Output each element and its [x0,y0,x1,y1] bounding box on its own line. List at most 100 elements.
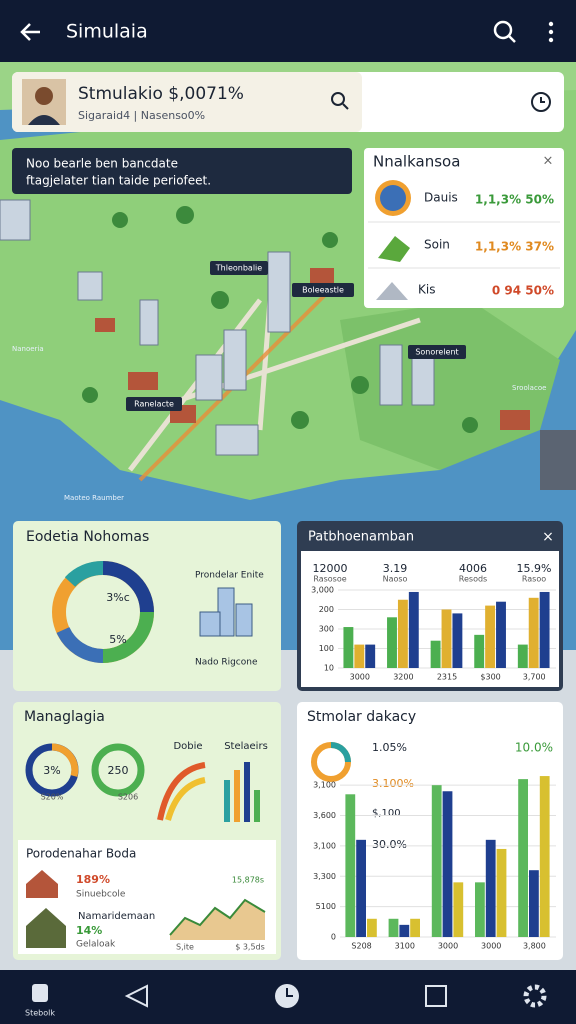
bar [496,601,506,668]
row-value: 189% [76,873,110,886]
x-tick-label: $300 [480,673,500,682]
bar [367,918,377,937]
y-tick-label: 0 [331,933,336,942]
search-icon[interactable] [331,92,349,110]
back-button[interactable] [20,23,40,41]
bar [442,791,453,937]
stat: 1.05% [372,741,407,754]
stat: 10.0% [515,741,553,755]
nav-recent[interactable] [425,985,447,1007]
row-label: Gelaloak [76,940,116,950]
donut-label: 3%c [106,591,130,604]
bar [517,644,528,668]
bar [474,634,485,668]
donut [91,743,145,797]
stat-label: Rasoo [522,575,546,584]
y-tick-label: 3,100 [313,781,336,790]
mini-bars [224,762,260,822]
nav-label: Stebolk [25,1009,55,1018]
row-icon [380,185,406,211]
map-label: Sroolacoe [512,384,546,392]
card-title: Managlagia [24,709,105,725]
app-bar [0,0,576,62]
donut [330,742,351,763]
bar [453,882,464,937]
spark-label: $ 3,5ds [235,943,265,952]
y-tick-label: 10 [324,664,334,673]
map-label: Boleeastle [302,286,344,295]
y-tick-label: 100 [319,644,334,653]
bar [518,779,528,937]
spark-label: S,ite [176,943,194,952]
y-tick-label: 200 [319,605,334,614]
row-label: Soin [424,238,450,252]
stat-label: Rasosoe [313,575,346,584]
card-title: Stmolar dakacy [307,709,416,725]
notice-text: ftagjelater tian taide periofeet. [26,174,211,188]
bar [452,613,463,668]
bar [365,644,376,668]
map-tag: Boleeastle [292,283,354,297]
icon [157,762,206,821]
bar [431,785,442,937]
card-title: Eodetia Nohomas [26,529,149,545]
map-tag: Sonorelent [408,345,466,359]
nav-back[interactable] [124,984,148,1008]
map-label: Sonorelent [415,348,458,357]
x-tick-label: 3,800 [523,942,546,951]
bar [528,597,539,668]
house-icon [26,908,66,948]
bridge [540,430,576,490]
donut-label: 250 [108,764,129,777]
row-icon [376,282,408,300]
buildings [0,199,435,456]
search-button[interactable] [493,20,516,43]
side-label: Stelaeirs [224,741,268,752]
bar [397,599,408,668]
house-icon [26,870,58,898]
bar [387,617,397,668]
bar [529,870,539,937]
row-value: 14% [76,924,102,937]
map-tag: Thleonbalie [210,261,268,275]
x-tick-label: S208 [351,942,371,951]
close-button[interactable]: × [543,154,554,169]
card-title: Stmulakio $,0071% [78,84,244,104]
map-label: Ranelacte [134,400,174,409]
search-field[interactable] [12,72,362,132]
y-tick-label: 3,000 [311,586,334,595]
card-subtitle: Sigaraid4 | Nasenso0% [78,109,205,122]
y-tick-label: 3,600 [313,811,336,820]
donut-label: 5% [109,633,126,646]
y-tick-label: 3,100 [313,841,336,850]
bar [475,882,485,937]
map-label: Thleonbalie [215,264,262,273]
row-label: Kis [418,283,435,297]
bar [485,839,496,937]
donut-sub: S20% [41,793,64,802]
donut-label: 3% [43,764,60,777]
bar [485,605,496,668]
side-label: Prondelar Enite [195,571,264,581]
map-tag: Ranelacte [126,397,182,411]
more-button[interactable] [548,21,554,43]
nav-home[interactable] [32,984,48,1002]
x-tick-label: 2315 [437,673,457,682]
icon [165,777,206,821]
spark-label: 15,878s [232,876,264,885]
bar [410,918,420,937]
bar [408,591,419,668]
row-title: Namaridemaan [78,911,155,922]
bar [539,591,550,668]
close-button[interactable]: × [542,529,554,545]
avatar-body [28,115,60,125]
bar [539,776,550,937]
roofs [95,268,530,430]
clock-icon[interactable] [531,92,551,112]
x-tick-label: 3000 [438,942,458,951]
nav-settings[interactable] [523,984,547,1008]
row-label: Sinuebcole [76,890,126,900]
sparkline [169,898,266,936]
